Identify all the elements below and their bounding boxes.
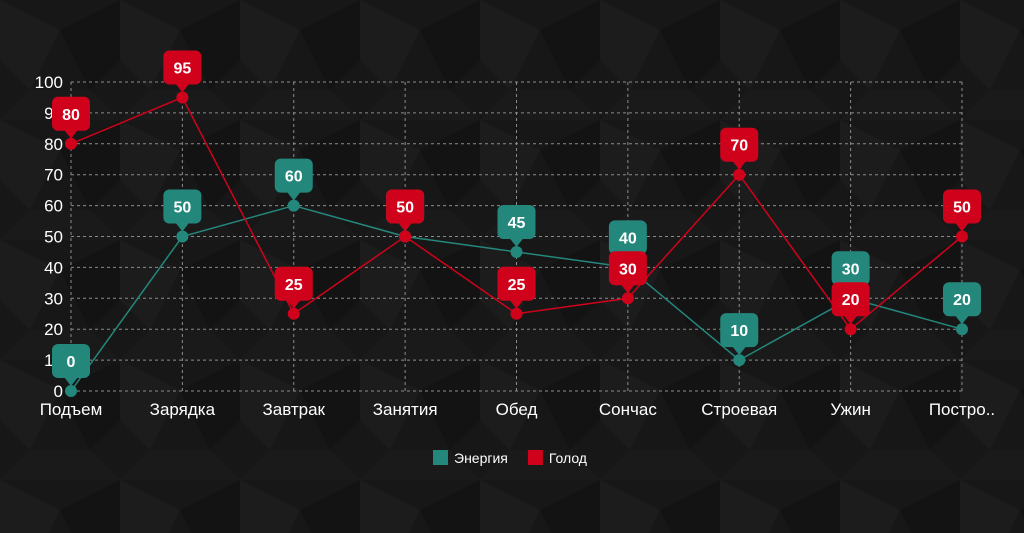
data-label: 20 [842, 292, 860, 309]
data-label-bubble: 20 [943, 282, 981, 325]
data-label: 20 [953, 292, 971, 309]
data-label: 50 [953, 200, 971, 217]
data-label: 30 [842, 261, 860, 278]
legend-item[interactable]: Энергия [433, 450, 508, 466]
x-tick-label: Ужин [830, 400, 871, 419]
data-label-bubble: 45 [497, 204, 536, 247]
x-tick-label: Завтрак [262, 400, 325, 419]
data-label: 70 [730, 138, 748, 155]
data-label-bubble: 95 [163, 50, 202, 93]
y-tick-label: 70 [44, 166, 63, 185]
x-tick-label: Строевая [701, 400, 777, 419]
data-label: 95 [173, 60, 191, 77]
y-tick-label: 50 [44, 228, 63, 247]
legend-label: Энергия [454, 450, 508, 466]
x-tick-label: Обед [496, 400, 538, 419]
data-point[interactable] [287, 307, 300, 320]
data-label-bubble: 50 [943, 189, 981, 232]
data-point[interactable] [176, 91, 189, 104]
data-label: 60 [285, 169, 303, 186]
data-label-bubble: 20 [831, 282, 870, 325]
data-point[interactable] [844, 323, 857, 336]
y-tick-label: 40 [44, 258, 63, 277]
data-point[interactable] [621, 292, 634, 305]
data-label: 25 [508, 277, 526, 294]
x-tick-label: Подъем [40, 400, 103, 419]
y-tick-label: 20 [44, 320, 63, 339]
data-label: 25 [285, 277, 303, 294]
data-label: 50 [173, 200, 191, 217]
data-point[interactable] [176, 230, 189, 243]
y-tick-label: 0 [54, 382, 63, 401]
data-point[interactable] [65, 385, 77, 397]
data-point[interactable] [733, 168, 746, 181]
legend-swatch [527, 450, 543, 465]
x-tick-label: Занятия [373, 400, 438, 419]
data-label-bubble: 50 [163, 189, 202, 232]
data-label-bubble: 60 [274, 158, 313, 201]
data-point[interactable] [287, 199, 300, 212]
data-label: 30 [619, 261, 637, 278]
data-point[interactable] [510, 245, 523, 258]
data-label: 40 [619, 230, 637, 247]
data-point[interactable] [956, 323, 968, 336]
data-label-bubble: 70 [720, 127, 759, 170]
legend-label: Голод [549, 450, 587, 466]
data-label-bubbles: 05060504540103020809525502530702050 [52, 50, 981, 386]
x-axis-labels: Подъем Зарядка Завтрак Занятия Обед Сончас Стр… [40, 400, 995, 419]
data-label-bubble: 80 [52, 96, 90, 139]
data-label-bubble: 0 [52, 344, 90, 386]
data-label: 80 [62, 107, 80, 124]
data-point[interactable] [733, 354, 746, 367]
data-label: 0 [67, 354, 76, 371]
data-point[interactable] [399, 230, 412, 243]
data-label-bubble: 10 [720, 313, 759, 356]
x-tick-label: Зарядка [150, 400, 216, 419]
data-label-bubble: 30 [608, 251, 647, 294]
y-tick-label: 30 [44, 289, 63, 308]
data-point[interactable] [956, 230, 968, 243]
x-tick-label: Постро.. [929, 400, 995, 419]
data-label-bubble: 40 [608, 220, 647, 263]
legend-swatch [433, 450, 448, 465]
legend-item[interactable]: Голод [527, 450, 587, 466]
data-label: 10 [730, 323, 748, 340]
y-tick-label: 80 [44, 135, 63, 154]
data-point[interactable] [65, 137, 77, 150]
data-label-bubble: 50 [386, 189, 425, 232]
y-tick-label: 100 [35, 73, 63, 92]
legend: Энергия Голод [433, 450, 587, 466]
data-point[interactable] [510, 307, 523, 320]
x-tick-label: Сончас [599, 400, 657, 419]
data-label-bubble: 25 [274, 266, 313, 309]
data-label: 50 [396, 200, 414, 217]
data-label: 45 [508, 215, 526, 232]
y-tick-label: 60 [44, 197, 63, 216]
series-points [65, 91, 968, 397]
data-label-bubble: 25 [497, 266, 536, 309]
